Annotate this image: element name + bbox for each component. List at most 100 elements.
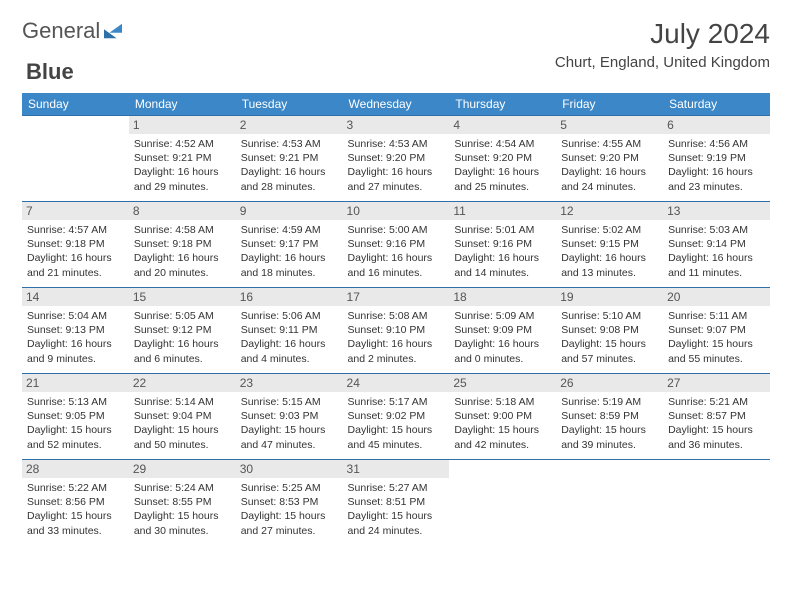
day-sr: Sunrise: 4:54 AM [454,137,551,151]
day-sr: Sunrise: 5:05 AM [134,309,231,323]
calendar-week-row: 28Sunrise: 5:22 AMSunset: 8:56 PMDayligh… [22,460,770,546]
day-sr: Sunrise: 4:53 AM [241,137,338,151]
day-ss: Sunset: 9:03 PM [241,409,338,423]
calendar-day-cell: 27Sunrise: 5:21 AMSunset: 8:57 PMDayligh… [663,374,770,460]
day-info: Sunrise: 4:53 AMSunset: 9:21 PMDaylight:… [241,137,338,194]
day-sr: Sunrise: 5:17 AM [348,395,445,409]
day-d2: and 33 minutes. [27,524,124,538]
day-sr: Sunrise: 5:04 AM [27,309,124,323]
day-ss: Sunset: 8:53 PM [241,495,338,509]
day-d2: and 13 minutes. [561,266,658,280]
day-d2: and 0 minutes. [454,352,551,366]
day-ss: Sunset: 9:16 PM [348,237,445,251]
day-d2: and 29 minutes. [134,180,231,194]
day-info: Sunrise: 5:19 AMSunset: 8:59 PMDaylight:… [561,395,658,452]
weekday-header: Friday [556,93,663,116]
calendar-day-cell: 2 Sunrise: 4:53 AMSunset: 9:21 PMDaylight… [236,116,343,202]
day-d2: and 4 minutes. [241,352,338,366]
day-d2: and 27 minutes. [348,180,445,194]
day-info: Sunrise: 4:57 AMSunset: 9:18 PMDaylight:… [27,223,124,280]
day-number: 24 [343,374,450,392]
calendar-week-row: 21Sunrise: 5:13 AMSunset: 9:05 PMDayligh… [22,374,770,460]
day-info: Sunrise: 5:17 AMSunset: 9:02 PMDaylight:… [348,395,445,452]
day-d2: and 2 minutes. [348,352,445,366]
day-sr: Sunrise: 5:13 AM [27,395,124,409]
day-info: Sunrise: 5:18 AMSunset: 9:00 PMDaylight:… [454,395,551,452]
day-d1: Daylight: 15 hours [454,423,551,437]
calendar-week-row: 14Sunrise: 5:04 AMSunset: 9:13 PMDayligh… [22,288,770,374]
day-d2: and 24 minutes. [561,180,658,194]
day-number: 12 [556,202,663,220]
calendar-day-cell: 10Sunrise: 5:00 AMSunset: 9:16 PMDayligh… [343,202,450,288]
day-number: 5 [556,116,663,134]
day-number: 20 [663,288,770,306]
day-sr: Sunrise: 4:57 AM [27,223,124,237]
day-ss: Sunset: 9:16 PM [454,237,551,251]
day-d1: Daylight: 16 hours [561,251,658,265]
day-ss: Sunset: 9:17 PM [241,237,338,251]
calendar-day-cell: 1Sunrise: 4:52 AMSunset: 9:21 PMDaylight… [129,116,236,202]
day-sr: Sunrise: 5:21 AM [668,395,765,409]
day-sr: Sunrise: 5:22 AM [27,481,124,495]
day-number: 17 [343,288,450,306]
day-d2: and 50 minutes. [134,438,231,452]
weekday-header: Sunday [22,93,129,116]
day-number: 25 [449,374,556,392]
day-d1: Daylight: 16 hours [668,165,765,179]
calendar-day-cell [22,116,129,202]
day-number: 2 [236,116,343,134]
day-number: 30 [236,460,343,478]
day-sr: Sunrise: 5:06 AM [241,309,338,323]
day-number: 31 [343,460,450,478]
day-sr: Sunrise: 4:53 AM [348,137,445,151]
day-d1: Daylight: 15 hours [668,337,765,351]
calendar-day-cell: 5Sunrise: 4:55 AMSunset: 9:20 PMDaylight… [556,116,663,202]
day-sr: Sunrise: 4:58 AM [134,223,231,237]
day-info: Sunrise: 5:14 AMSunset: 9:04 PMDaylight:… [134,395,231,452]
day-ss: Sunset: 8:59 PM [561,409,658,423]
day-info: Sunrise: 5:25 AMSunset: 8:53 PMDaylight:… [241,481,338,538]
day-d1: Daylight: 15 hours [561,423,658,437]
day-d1: Daylight: 15 hours [134,509,231,523]
day-d1: Daylight: 16 hours [668,251,765,265]
day-d1: Daylight: 15 hours [27,509,124,523]
calendar-day-cell: 25 Sunrise: 5:18 AMSunset: 9:00 PMDayligh… [449,374,556,460]
day-sr: Sunrise: 5:24 AM [134,481,231,495]
day-d2: and 20 minutes. [134,266,231,280]
day-ss: Sunset: 9:10 PM [348,323,445,337]
day-ss: Sunset: 9:13 PM [27,323,124,337]
day-d2: and 28 minutes. [241,180,338,194]
day-sr: Sunrise: 4:59 AM [241,223,338,237]
day-ss: Sunset: 9:12 PM [134,323,231,337]
calendar-day-cell: 6Sunrise: 4:56 AMSunset: 9:19 PMDaylight… [663,116,770,202]
day-ss: Sunset: 9:21 PM [241,151,338,165]
day-info: Sunrise: 5:21 AMSunset: 8:57 PMDaylight:… [668,395,765,452]
weekday-header: Wednesday [343,93,450,116]
day-ss: Sunset: 9:20 PM [561,151,658,165]
day-info: Sunrise: 5:00 AMSunset: 9:16 PMDaylight:… [348,223,445,280]
day-d1: Daylight: 15 hours [348,423,445,437]
calendar-day-cell: 7Sunrise: 4:57 AMSunset: 9:18 PMDaylight… [22,202,129,288]
calendar-day-cell: 17Sunrise: 5:08 AMSunset: 9:10 PMDayligh… [343,288,450,374]
day-d1: Daylight: 15 hours [348,509,445,523]
day-ss: Sunset: 8:55 PM [134,495,231,509]
calendar-day-cell: 3Sunrise: 4:53 AMSunset: 9:20 PMDaylight… [343,116,450,202]
calendar-day-cell: 30 Sunrise: 5:25 AMSunset: 8:53 PMDayligh… [236,460,343,546]
day-d1: Daylight: 16 hours [561,165,658,179]
day-ss: Sunset: 9:07 PM [668,323,765,337]
day-number: 23 [236,374,343,392]
day-number: 6 [663,116,770,134]
day-d1: Daylight: 16 hours [134,165,231,179]
day-d2: and 11 minutes. [668,266,765,280]
day-sr: Sunrise: 4:52 AM [134,137,231,151]
calendar-day-cell: 28Sunrise: 5:22 AMSunset: 8:56 PMDayligh… [22,460,129,546]
calendar-week-row: 1Sunrise: 4:52 AMSunset: 9:21 PMDaylight… [22,116,770,202]
day-d2: and 14 minutes. [454,266,551,280]
month-title: July 2024 [555,18,770,50]
day-info: Sunrise: 5:02 AMSunset: 9:15 PMDaylight:… [561,223,658,280]
day-info: Sunrise: 5:04 AMSunset: 9:13 PMDaylight:… [27,309,124,366]
day-info: Sunrise: 5:01 AMSunset: 9:16 PMDaylight:… [454,223,551,280]
day-d1: Daylight: 16 hours [454,251,551,265]
day-d1: Daylight: 16 hours [241,165,338,179]
day-sr: Sunrise: 5:27 AM [348,481,445,495]
